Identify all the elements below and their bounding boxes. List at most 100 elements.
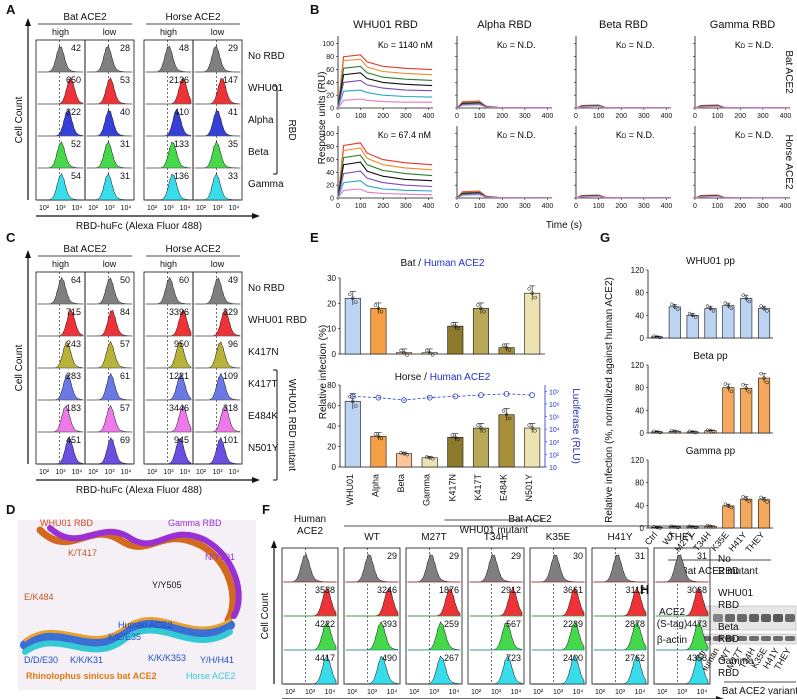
y-tick-label: 60 — [326, 67, 334, 74]
label-d30: D/D/E30 — [24, 655, 58, 665]
row-name-2: RBD — [718, 566, 739, 577]
axis-tick: 10⁴ — [229, 469, 240, 476]
sensorgram-curve — [337, 188, 433, 199]
label-human-ace2: Human ACE2 — [118, 620, 173, 630]
histogram-N501Y — [195, 436, 241, 465]
replicate-dot — [456, 326, 461, 331]
mfi-value: 29 — [511, 551, 521, 561]
mfi-value: 3246 — [377, 585, 397, 595]
y2-tick-label: 10 — [549, 465, 557, 472]
y-tick-label: 80 — [635, 479, 644, 488]
col-title: Beta RBD — [599, 19, 648, 31]
y-axis-label: Response units (RU) — [317, 72, 328, 165]
subpanel-title: Gamma pp — [686, 446, 736, 457]
bar-K35E — [722, 305, 735, 339]
kd-value: KD = N.D. — [616, 40, 655, 50]
row-name-Beta: Beta — [248, 147, 269, 158]
actin-band — [761, 636, 771, 641]
mfi-value: 29 — [228, 43, 238, 53]
row-name-No RBD: No RBD — [248, 51, 285, 62]
replicate-dot — [759, 371, 763, 376]
mfi-value: 69 — [120, 435, 130, 445]
replicate-dot — [747, 299, 751, 304]
sensorgram-curve — [337, 89, 433, 109]
histogram-Gamma-RBD — [656, 654, 709, 685]
kd-text: = N.D. — [745, 130, 773, 140]
mfi-value: 29 — [387, 551, 397, 561]
axis-tick: 10² — [533, 689, 544, 696]
panel-label-F: F — [262, 502, 270, 517]
kd-text: = N.D. — [745, 40, 773, 50]
sensorgram-curve — [337, 58, 433, 109]
histogram-Gamma — [38, 172, 84, 201]
replicate-dot — [726, 303, 731, 308]
actin-band — [725, 636, 735, 641]
top-title: Bat / Human ACE2 — [401, 258, 485, 269]
mfi-value: 451 — [66, 435, 81, 445]
replicate-dot — [482, 429, 486, 433]
replicate-dot — [504, 345, 509, 350]
mfi-value: 101 — [223, 435, 238, 445]
mfi-value: 4358 — [687, 653, 707, 663]
kd-sub: D — [622, 44, 627, 50]
kd-sub: D — [741, 44, 746, 50]
axis-tick: 10² — [196, 205, 207, 212]
bar-K35E — [722, 387, 735, 434]
row-name: Beta — [718, 622, 739, 633]
luciferase-point — [503, 390, 510, 397]
mfi-value: 31 — [120, 171, 130, 181]
replicate-dot — [533, 295, 537, 300]
bar-WT — [668, 306, 681, 339]
bar-K417T — [472, 308, 489, 355]
replicate-dot — [507, 348, 512, 352]
x-tick-label: 300 — [400, 203, 412, 210]
kd-k: K — [378, 40, 384, 50]
title-part: / — [416, 258, 424, 269]
axis-tick: 10³ — [55, 469, 66, 476]
replicate-dot — [759, 495, 763, 500]
replicate-dot — [530, 426, 534, 430]
histogram-N501Y — [146, 437, 192, 465]
bar-THEY — [758, 377, 771, 434]
axis-tick: 10⁴ — [387, 689, 398, 696]
kd-text: = N.D. — [507, 130, 535, 140]
subpanel-title: WHU01 pp — [686, 256, 735, 267]
replicate-dot — [658, 430, 662, 435]
ace2-band — [773, 614, 783, 622]
mfi-value: 490 — [382, 653, 397, 663]
mfi-value: 259 — [444, 619, 459, 629]
replicate-dot — [759, 304, 763, 308]
sensorgram-curve — [456, 104, 552, 109]
row-name-Gamma: Gamma — [248, 179, 284, 190]
label-k353: K/K/K353 — [148, 653, 186, 663]
replicate-dot — [729, 306, 734, 311]
y-axis-label: Cell Count — [14, 96, 25, 143]
x-tick-label: 400 — [423, 203, 435, 210]
col-title: Alpha RBD — [477, 19, 531, 31]
replicate-dot — [399, 450, 403, 455]
x-tick-label: 0 — [336, 203, 340, 210]
mfi-value: 50 — [120, 275, 130, 285]
replicate-dot — [711, 525, 716, 529]
axis-tick: 10² — [409, 689, 420, 696]
kd-sub: D — [503, 44, 508, 50]
mfi-value: 42 — [71, 43, 81, 53]
x-tick-label: 0 — [693, 113, 697, 120]
y-tick-label: 0 — [330, 196, 334, 203]
mfi-value: 3112 — [626, 585, 645, 595]
x-tick-label: 0 — [455, 203, 459, 210]
replicate-dot — [762, 306, 766, 311]
label-k31: K/K/K31 — [70, 655, 103, 665]
bat-ace2-label: Bat ACE2 — [508, 514, 552, 525]
x-tick-label: 300 — [519, 113, 531, 120]
mfi-value: 283 — [66, 371, 81, 381]
row-name-K417N: K417N — [248, 347, 279, 358]
y-tick-label: 60 — [326, 157, 334, 164]
mfi-value: 329 — [223, 307, 238, 317]
y-tick-label: 20 — [326, 183, 334, 190]
band-label: ACE2 — [659, 607, 686, 618]
actin-band — [773, 636, 783, 641]
sensorgram-curve — [337, 142, 433, 199]
replicate-dot — [723, 502, 728, 506]
human-ace2-ribbon — [20, 618, 235, 650]
